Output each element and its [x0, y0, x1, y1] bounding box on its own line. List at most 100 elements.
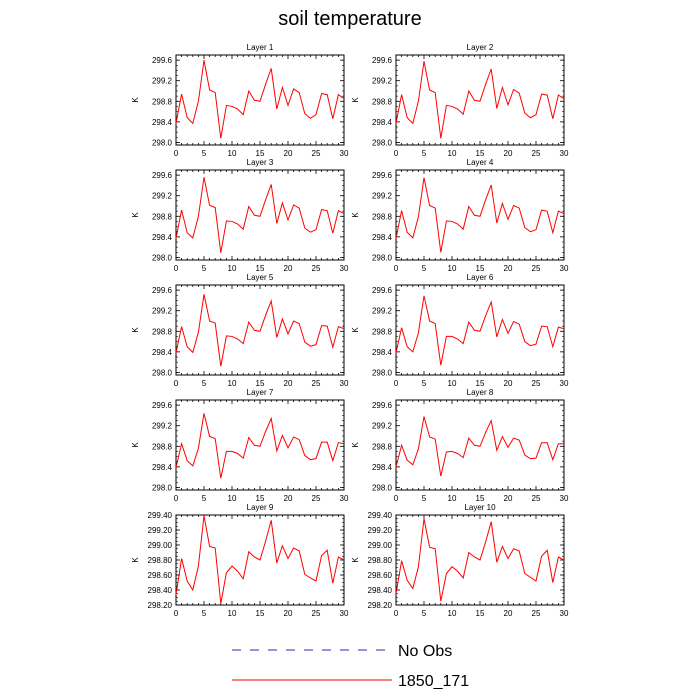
y-tick-label: 298.8	[372, 97, 393, 106]
x-tick-label: 30	[560, 609, 569, 618]
series-line-1850_171	[395, 295, 565, 366]
y-tick-label: 298.40	[368, 586, 393, 595]
x-tick-label: 5	[202, 609, 207, 618]
y-tick-label: 298.4	[152, 463, 173, 472]
y-tick-label: 299.6	[152, 171, 173, 180]
x-tick-label: 25	[532, 379, 541, 388]
x-tick-label: 0	[174, 264, 179, 273]
legend-label: 1850_171	[398, 673, 469, 690]
y-tick-label: 298.8	[152, 327, 173, 336]
y-tick-label: 299.20	[368, 526, 393, 535]
x-tick-label: 10	[448, 149, 457, 158]
x-tick-label: 20	[504, 149, 513, 158]
series-line-1850_171	[175, 60, 345, 139]
x-tick-label: 10	[228, 609, 237, 618]
page-title: soil temperature	[278, 8, 422, 30]
series-line-1850_171	[395, 518, 565, 602]
chart-panel-7: Layer 7 K 0 5 10 15 20 25 30 298.0 298.4 298.8 299.2…	[131, 388, 349, 503]
chart-panel-9: Layer 9 K 0 5 10 15 20 25 30 298.20 298.40 298.60 29…	[131, 503, 349, 618]
x-tick-label: 25	[532, 494, 541, 503]
y-tick-label: 298.0	[372, 138, 393, 147]
y-tick-label: 298.0	[372, 483, 393, 492]
x-tick-label: 5	[422, 264, 427, 273]
y-tick-label: 299.20	[148, 526, 173, 535]
y-tick-label: 298.8	[152, 442, 173, 451]
series-line-1850_171	[175, 413, 345, 479]
x-tick-label: 5	[422, 494, 427, 503]
chart-panel-3: Layer 3 K 0 5 10 15 20 25 30 298.0 298.4 298.8 299.2…	[131, 158, 349, 273]
x-tick-label: 15	[476, 494, 485, 503]
x-tick-label: 15	[256, 609, 265, 618]
x-tick-label: 20	[504, 264, 513, 273]
y-axis-label: K	[351, 442, 360, 448]
panel-title: Layer 9	[247, 503, 274, 512]
x-tick-label: 15	[476, 609, 485, 618]
y-tick-label: 298.0	[152, 368, 173, 377]
panel-title: Layer 4	[467, 158, 494, 167]
chart-panel-1: Layer 1 K 0 5 10 15 20 25 30 298.0 298.4 298.8 299.2…	[131, 43, 349, 158]
x-tick-label: 30	[560, 149, 569, 158]
chart-panel-2: Layer 2 K 0 5 10 15 20 25 30 298.0 298.4 298.8 299.2…	[351, 43, 569, 158]
chart-panel-6: Layer 6 K 0 5 10 15 20 25 30 298.0 298.4 298.8 299.2…	[351, 273, 569, 388]
series-line-1850_171	[175, 515, 345, 604]
y-tick-label: 298.20	[368, 601, 393, 610]
x-tick-label: 10	[448, 609, 457, 618]
series-line-1850_171	[175, 177, 345, 253]
y-tick-label: 299.6	[372, 56, 393, 65]
y-tick-label: 298.4	[372, 348, 393, 357]
y-tick-label: 298.60	[368, 571, 393, 580]
panel-title: Layer 7	[247, 388, 274, 397]
x-tick-label: 0	[394, 609, 399, 618]
x-tick-label: 30	[560, 494, 569, 503]
x-tick-label: 10	[448, 379, 457, 388]
x-tick-label: 15	[256, 379, 265, 388]
y-tick-label: 298.8	[152, 97, 173, 106]
x-tick-label: 25	[532, 264, 541, 273]
x-tick-label: 5	[202, 264, 207, 273]
x-tick-label: 20	[284, 264, 293, 273]
x-tick-label: 15	[476, 264, 485, 273]
x-tick-label: 5	[422, 149, 427, 158]
y-tick-label: 298.4	[152, 118, 173, 127]
x-tick-label: 25	[312, 264, 321, 273]
y-tick-label: 298.0	[372, 368, 393, 377]
y-tick-label: 298.8	[372, 442, 393, 451]
x-tick-label: 5	[422, 609, 427, 618]
chart-panel-4: Layer 4 K 0 5 10 15 20 25 30 298.0 298.4 298.8 299.2…	[351, 158, 569, 273]
x-tick-label: 30	[340, 494, 349, 503]
y-tick-label: 298.0	[372, 253, 393, 262]
y-axis-label: K	[351, 327, 360, 333]
y-tick-label: 299.6	[372, 286, 393, 295]
y-tick-label: 299.6	[152, 56, 173, 65]
x-tick-label: 20	[504, 379, 513, 388]
x-tick-label: 15	[476, 379, 485, 388]
y-tick-label: 298.4	[152, 348, 173, 357]
x-tick-label: 0	[174, 609, 179, 618]
x-tick-label: 30	[340, 264, 349, 273]
y-tick-label: 298.8	[152, 212, 173, 221]
y-tick-label: 299.6	[152, 401, 173, 410]
x-tick-label: 15	[256, 494, 265, 503]
x-tick-label: 0	[174, 494, 179, 503]
y-tick-label: 298.80	[148, 556, 173, 565]
x-tick-label: 25	[532, 149, 541, 158]
legend-label: No Obs	[398, 643, 452, 660]
y-tick-label: 298.4	[152, 233, 173, 242]
x-tick-label: 10	[448, 264, 457, 273]
x-tick-label: 10	[448, 494, 457, 503]
panel-title: Layer 6	[467, 273, 494, 282]
x-tick-label: 25	[312, 149, 321, 158]
y-tick-label: 299.2	[152, 77, 173, 86]
y-tick-label: 299.2	[152, 422, 173, 431]
y-tick-label: 299.40	[148, 511, 173, 520]
x-tick-label: 0	[174, 379, 179, 388]
y-tick-label: 299.00	[148, 541, 173, 550]
y-axis-label: K	[131, 442, 140, 448]
y-axis-label: K	[351, 557, 360, 563]
series-line-1850_171	[395, 177, 565, 253]
y-tick-label: 299.6	[372, 171, 393, 180]
x-tick-label: 10	[228, 379, 237, 388]
series-line-1850_171	[395, 61, 565, 139]
y-tick-label: 298.4	[372, 463, 393, 472]
